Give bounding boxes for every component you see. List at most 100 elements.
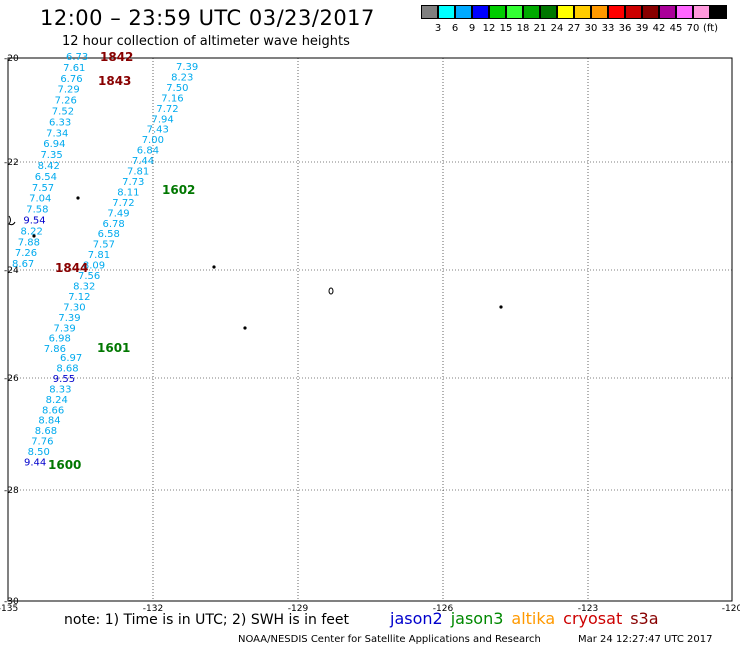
scale-swatch bbox=[693, 5, 710, 19]
island-marker bbox=[499, 305, 503, 309]
wave-height-value: 7.49 bbox=[107, 208, 129, 219]
wave-height-value: 8.50 bbox=[28, 447, 50, 458]
scale-swatch bbox=[659, 5, 676, 19]
scale-swatch bbox=[489, 5, 506, 19]
wave-height-value: 8.66 bbox=[42, 405, 64, 416]
satellite-jason2-label: jason2 bbox=[390, 609, 443, 628]
wave-height-value: 7.58 bbox=[26, 205, 48, 216]
scale-swatch bbox=[574, 5, 591, 19]
wave-height-value: 6.98 bbox=[49, 334, 71, 345]
wave-height-value: 7.76 bbox=[31, 437, 53, 448]
wave-height-value: 7.56 bbox=[78, 271, 100, 282]
altimeter-tracks: 6.737.616.767.297.267.526.337.346.947.35… bbox=[12, 50, 198, 472]
island-marker bbox=[243, 326, 247, 330]
wave-height-value: 7.26 bbox=[15, 248, 37, 259]
wave-height-value: 6.54 bbox=[35, 172, 57, 183]
scale-label: 21 bbox=[533, 23, 547, 34]
scale-swatch bbox=[676, 5, 693, 19]
credit-text: NOAA/NESDIS Center for Satellite Applica… bbox=[238, 634, 541, 645]
pass-time-label: 1600 bbox=[48, 458, 81, 472]
wave-height-value: 7.44 bbox=[132, 156, 154, 167]
wave-height-value: 7.94 bbox=[152, 114, 174, 125]
wave-height-value: 8.42 bbox=[38, 161, 60, 172]
wave-height-value: 8.68 bbox=[56, 363, 78, 374]
scale-label: 33 bbox=[601, 23, 615, 34]
pass-time-label: 1602 bbox=[162, 183, 195, 197]
longitude-label: -135 bbox=[0, 604, 18, 614]
scale-swatch bbox=[608, 5, 625, 19]
islands bbox=[8, 196, 503, 330]
wave-height-value: 8.84 bbox=[38, 416, 60, 427]
scale-swatch bbox=[421, 5, 438, 19]
wave-height-value: 6.94 bbox=[43, 139, 65, 150]
wave-height-value: 7.81 bbox=[127, 167, 149, 178]
wave-height-value: 7.57 bbox=[93, 240, 115, 251]
wave-height-value: 7.52 bbox=[52, 107, 74, 118]
scale-swatch bbox=[506, 5, 523, 19]
pass-time-label: 1843 bbox=[98, 74, 131, 88]
wave-height-value: 6.78 bbox=[103, 219, 125, 230]
satellite-s3a-label: s3a bbox=[630, 609, 659, 628]
wave-height-value: 7.30 bbox=[63, 302, 85, 313]
longitude-label: -120 bbox=[722, 604, 740, 614]
wave-height-value: 7.57 bbox=[32, 183, 54, 194]
pass-time-label: 1601 bbox=[97, 341, 130, 355]
scale-label: 36 bbox=[618, 23, 632, 34]
scale-label: 27 bbox=[567, 23, 581, 34]
wave-height-value: 7.61 bbox=[63, 63, 85, 74]
latitude-label: -20 bbox=[4, 54, 19, 64]
island-marker bbox=[8, 215, 16, 226]
wave-height-value: 7.26 bbox=[55, 96, 77, 107]
scale-label: 3 bbox=[434, 23, 442, 34]
wave-height-value: 7.39 bbox=[58, 313, 80, 324]
scale-label: 70 bbox=[686, 23, 700, 34]
latitude-label: -28 bbox=[4, 486, 19, 496]
wave-height-value: 7.50 bbox=[166, 83, 188, 94]
wave-height-value: 7.86 bbox=[44, 344, 66, 355]
wave-height-value: 7.35 bbox=[40, 150, 62, 161]
scale-label: 30 bbox=[584, 23, 598, 34]
satellite-jason3-label: jason3 bbox=[450, 609, 504, 628]
scale-label: 42 bbox=[652, 23, 666, 34]
wave-height-value: 7.72 bbox=[112, 198, 134, 209]
wave-height-value: 6.73 bbox=[66, 52, 88, 63]
wave-height-value: 8.68 bbox=[35, 426, 57, 437]
timestamp-text: Mar 24 12:27:47 UTC 2017 bbox=[578, 634, 713, 645]
wave-height-value: 7.72 bbox=[156, 104, 178, 115]
scale-label: 15 bbox=[499, 23, 513, 34]
wave-height-value: 7.00 bbox=[142, 135, 164, 146]
scale-swatch bbox=[523, 5, 540, 19]
scale-unit-label: (ft) bbox=[703, 23, 719, 34]
wave-height-value: 6.58 bbox=[98, 229, 120, 240]
wave-height-value: 7.04 bbox=[29, 194, 51, 205]
scale-label: 12 bbox=[482, 23, 496, 34]
wave-height-value: 8.11 bbox=[117, 187, 139, 198]
pass-time-label: 1842 bbox=[100, 50, 133, 64]
island-marker bbox=[328, 287, 334, 295]
longitude-label: -129 bbox=[288, 604, 309, 614]
scale-swatch bbox=[438, 5, 455, 19]
scale-label: 45 bbox=[669, 23, 683, 34]
latitude-label: -30 bbox=[4, 597, 19, 607]
scale-label: 18 bbox=[516, 23, 530, 34]
scale-swatch bbox=[642, 5, 659, 19]
map-grid: -20 -22 -24 -26 -28 -30-135 -132 -129 -126 -123 -1… bbox=[0, 54, 740, 614]
wave-height-value: 6.84 bbox=[137, 146, 159, 157]
map-frame bbox=[7, 57, 733, 602]
island-marker bbox=[76, 196, 80, 200]
wave-height-value: 7.43 bbox=[147, 125, 169, 136]
wave-height-value: 8.22 bbox=[21, 226, 43, 237]
satellite-altika-label: altika bbox=[511, 609, 556, 628]
wave-height-value: 7.34 bbox=[46, 128, 68, 139]
wave-height-value: 6.76 bbox=[60, 74, 82, 85]
wave-height-value: 9.44 bbox=[24, 458, 46, 469]
scale-label: 24 bbox=[550, 23, 564, 34]
wave-height-value: 7.16 bbox=[161, 93, 183, 104]
scale-swatch bbox=[540, 5, 557, 19]
wave-height-value: 7.88 bbox=[18, 237, 40, 248]
scale-label: 39 bbox=[635, 23, 649, 34]
wave-height-value: 8.09 bbox=[83, 261, 105, 272]
wave-height-value: 8.32 bbox=[73, 281, 95, 292]
wave-height-value: 6.97 bbox=[60, 353, 82, 364]
latitude-label: -24 bbox=[4, 266, 19, 276]
